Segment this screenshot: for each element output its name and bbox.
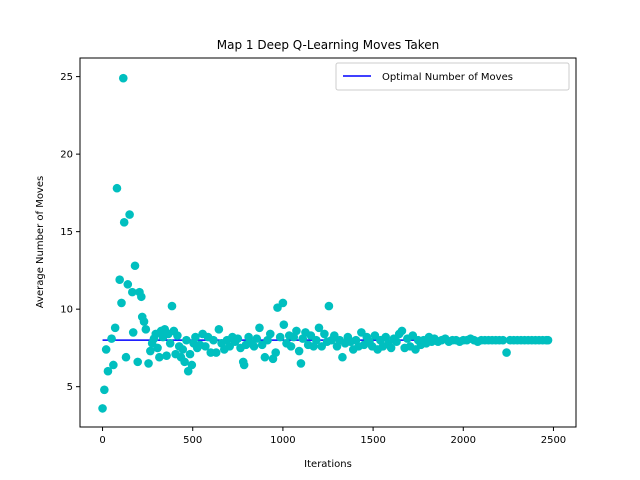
data-point bbox=[498, 335, 508, 345]
data-point bbox=[125, 210, 134, 219]
data-point bbox=[338, 352, 347, 362]
x-tick-label: 0 bbox=[99, 435, 105, 446]
data-point bbox=[265, 329, 275, 339]
data-point bbox=[543, 335, 553, 345]
data-point bbox=[162, 351, 171, 360]
data-point bbox=[191, 332, 200, 342]
data-point bbox=[112, 183, 122, 193]
data-point bbox=[115, 275, 124, 285]
data-point bbox=[249, 342, 259, 351]
x-tick-label: 2000 bbox=[451, 435, 476, 446]
data-point bbox=[275, 332, 285, 342]
data-point bbox=[324, 301, 334, 311]
data-point bbox=[101, 345, 111, 354]
data-point bbox=[100, 385, 109, 395]
data-point bbox=[386, 343, 396, 353]
plot-frame bbox=[79, 57, 577, 428]
data-point bbox=[103, 366, 113, 376]
data-point bbox=[260, 352, 270, 362]
data-point bbox=[286, 342, 296, 351]
y-tick-label: 10 bbox=[60, 305, 73, 316]
data-point bbox=[185, 349, 195, 359]
data-point bbox=[187, 360, 197, 370]
data-point bbox=[255, 323, 264, 333]
x-axis-ticks: 0 500 1000 1500 2000 2500 bbox=[99, 427, 566, 446]
data-point bbox=[121, 352, 131, 362]
legend: Optimal Number of Moves bbox=[335, 62, 570, 91]
data-point bbox=[311, 335, 321, 345]
data-point bbox=[141, 325, 151, 334]
data-point bbox=[294, 346, 304, 356]
data-point bbox=[110, 323, 120, 333]
data-point bbox=[133, 357, 143, 367]
data-point bbox=[178, 345, 188, 354]
data-point bbox=[119, 218, 129, 227]
data-point bbox=[173, 331, 182, 340]
legend-label-optimal: Optimal Number of Moves bbox=[382, 72, 513, 83]
scatter-points-layer bbox=[98, 73, 553, 413]
data-point bbox=[239, 360, 249, 370]
data-point bbox=[137, 292, 146, 302]
data-point bbox=[153, 343, 162, 353]
data-point bbox=[502, 348, 511, 357]
data-point bbox=[109, 360, 118, 370]
data-point bbox=[165, 338, 175, 348]
data-point bbox=[314, 323, 324, 333]
data-point bbox=[271, 348, 280, 357]
data-point bbox=[98, 404, 107, 413]
y-axis-ticks: 5 10 15 20 25 bbox=[60, 72, 80, 393]
chart-title: Map 1 Deep Q-Learning Moves Taken bbox=[217, 38, 440, 52]
data-point bbox=[279, 320, 289, 329]
x-tick-label: 1500 bbox=[360, 435, 385, 446]
data-point bbox=[123, 280, 133, 289]
data-point bbox=[146, 346, 155, 356]
data-point bbox=[107, 334, 116, 343]
data-point bbox=[211, 348, 221, 357]
data-point bbox=[296, 359, 306, 368]
x-tick-label: 2500 bbox=[541, 435, 566, 446]
data-point bbox=[144, 359, 153, 368]
plot-area bbox=[80, 58, 576, 427]
data-point bbox=[130, 261, 140, 271]
x-tick-label: 500 bbox=[183, 435, 202, 446]
data-point bbox=[128, 287, 137, 297]
y-axis-label: Average Number of Moves bbox=[35, 176, 46, 308]
data-point bbox=[155, 352, 164, 362]
data-point bbox=[292, 326, 301, 336]
data-point bbox=[167, 301, 177, 311]
x-tick-label: 1000 bbox=[270, 435, 295, 446]
y-tick-label: 20 bbox=[60, 150, 73, 161]
data-point bbox=[128, 328, 138, 337]
data-point bbox=[278, 298, 288, 308]
data-point bbox=[118, 73, 128, 83]
data-point bbox=[397, 326, 407, 336]
data-point bbox=[201, 342, 210, 351]
data-point bbox=[180, 357, 189, 367]
y-tick-label: 5 bbox=[67, 382, 73, 393]
data-point bbox=[233, 334, 243, 343]
y-tick-label: 15 bbox=[60, 227, 73, 238]
data-point bbox=[320, 329, 329, 339]
y-tick-label: 25 bbox=[60, 72, 73, 83]
x-axis-label: Iterations bbox=[304, 459, 352, 470]
data-point bbox=[214, 325, 224, 334]
data-point bbox=[209, 335, 218, 345]
data-point bbox=[183, 366, 193, 376]
data-point bbox=[392, 337, 401, 347]
legend-box bbox=[335, 62, 570, 91]
data-point bbox=[182, 335, 191, 345]
data-point bbox=[117, 298, 126, 308]
data-point bbox=[139, 317, 149, 326]
data-point bbox=[252, 334, 262, 343]
